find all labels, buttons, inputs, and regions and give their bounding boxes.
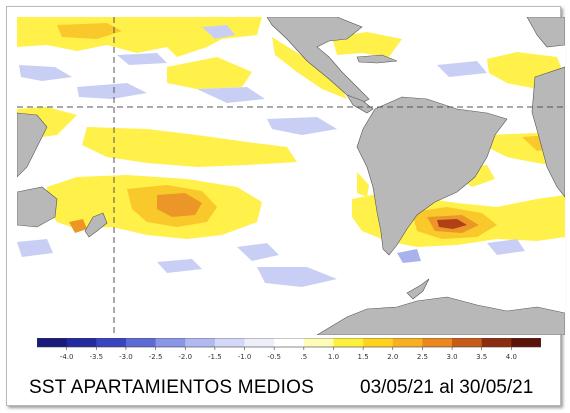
cool-patch-bering — [117, 53, 167, 65]
colorbar-segment — [185, 338, 216, 347]
land-antarctica — [316, 296, 565, 335]
cool-patch-south-pacific-1 — [237, 243, 279, 261]
colorbar-tick-label: 1.0 — [328, 353, 339, 361]
colorbar-segment — [511, 338, 541, 347]
cool-patch-north-atlantic — [437, 61, 487, 77]
warm-core-south-pacific-inner — [157, 193, 202, 217]
caption-date-range: 03/05/21 al 30/05/21 — [360, 377, 534, 398]
figure-frame: -4.0 -3.5 -3.0 -2.5 -2.0 -1.5 -1.0 -0.5 .5 1.0 1.5… — [6, 6, 565, 406]
colorbar-segment — [452, 338, 483, 347]
cool-anomaly-patches — [17, 25, 525, 287]
colorbar-segment — [363, 338, 394, 347]
colorbar-segment — [481, 338, 512, 347]
cool-patch-southwest-pacific — [17, 239, 53, 257]
warm-patch-caribbean — [332, 32, 402, 57]
cool-patch-south-pacific-3 — [157, 259, 202, 273]
sst-anomaly-map — [17, 17, 565, 335]
colorbar-segment — [422, 338, 453, 347]
colorbar-border — [37, 338, 541, 348]
land-antarctic-peninsula — [406, 278, 430, 300]
cool-patch-south-atlantic — [487, 239, 525, 255]
colorbar-tick-label: -4.0 — [60, 353, 74, 361]
colorbar-segment — [214, 338, 246, 347]
colorbar-segment — [37, 338, 68, 347]
land-africa — [531, 66, 565, 198]
colorbar-tick-label: -0.5 — [267, 353, 281, 361]
cool-patch-north-pacific-2 — [19, 65, 72, 81]
cool-patch-drake — [397, 249, 421, 263]
colorbar-segment — [155, 338, 186, 347]
cool-patch-eq-pacific-1 — [77, 83, 147, 99]
cool-patch-north-pacific-1 — [202, 25, 235, 39]
land-new-zealand — [84, 212, 108, 238]
warm-core-south-atlantic-peak — [437, 219, 467, 229]
colorbar-tick-label: -3.5 — [89, 353, 103, 361]
colorbar-tick-label: 3.5 — [476, 353, 487, 361]
land-caribbean-islands — [356, 54, 398, 64]
colorbar-segment — [66, 338, 97, 347]
land-central-america-isthmus — [346, 94, 374, 114]
cool-patch-eq-pacific-2 — [197, 87, 265, 103]
colorbar-segment — [303, 338, 334, 347]
warm-core-north-pacific — [57, 23, 122, 39]
land-north-america — [266, 17, 370, 104]
colorbar-tick-label: 4.0 — [506, 353, 517, 361]
warm-patch-central-pacific-band — [82, 127, 297, 167]
colorbar-segment — [125, 338, 157, 347]
colorbar-tick-label: 2.5 — [417, 353, 428, 361]
colorbar-tick-label: -2.0 — [178, 353, 192, 361]
warm-patch-humboldt — [357, 172, 369, 197]
warm-core-tasman — [69, 219, 87, 233]
land-australia — [17, 186, 58, 228]
colorbar-segment — [333, 338, 364, 347]
colorbar-tick-label: 1.5 — [358, 353, 369, 361]
land-asia-west — [17, 112, 48, 178]
colorbar-tick-label: 3.0 — [446, 353, 457, 361]
colorbar-tick-label: 2.0 — [387, 353, 398, 361]
colorbar-tick-label: -3.0 — [119, 353, 133, 361]
cool-patch-south-pacific-2 — [257, 267, 337, 287]
land-europe-corner — [526, 17, 565, 48]
reference-lines — [17, 17, 565, 335]
land-masses — [17, 17, 565, 335]
warm-anomaly-cores — [57, 23, 562, 239]
colorbar-tick-label: -1.0 — [238, 353, 252, 361]
colorbar-segment — [392, 338, 423, 347]
sst-colorbar-legend: -4.0 -3.5 -3.0 -2.5 -2.0 -1.5 -1.0 -0.5 .5 1.0 1.5… — [37, 338, 541, 361]
warm-patch-baja — [272, 37, 347, 99]
cool-patch-eq-pacific-3 — [267, 117, 337, 135]
caption-title: SST APARTAMIENTOS MEDIOS — [29, 377, 314, 398]
colorbar-segment — [274, 338, 305, 347]
land-south-america — [356, 96, 508, 256]
colorbar-segment — [244, 338, 275, 347]
colorbar-tick-label: -2.5 — [149, 353, 163, 361]
colorbar-tick-label: .5 — [300, 353, 307, 361]
colorbar-segment — [96, 338, 127, 347]
colorbar-tick-label: -1.5 — [208, 353, 222, 361]
warm-patch-north-pacific-east — [167, 57, 252, 89]
